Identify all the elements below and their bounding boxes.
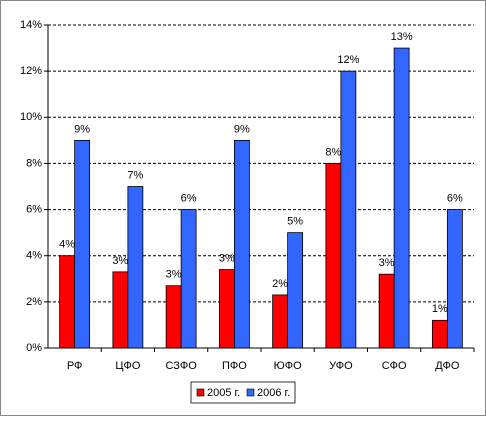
value-label: 3% <box>112 255 128 267</box>
bar <box>378 273 395 349</box>
bar <box>393 47 410 349</box>
value-label: 5% <box>287 216 303 228</box>
bar <box>218 269 235 349</box>
y-tick-label: 6% <box>26 203 42 215</box>
y-tick-label: 14% <box>20 19 42 31</box>
value-label: 3% <box>219 252 235 264</box>
bar <box>325 163 342 349</box>
y-tick-label: 0% <box>26 342 42 354</box>
bar <box>127 186 144 349</box>
value-label: 7% <box>127 169 143 181</box>
value-label: 12% <box>337 54 359 66</box>
x-tick-label: РФ <box>67 360 83 372</box>
bar <box>287 232 304 349</box>
bar <box>74 139 91 349</box>
y-tick-label: 10% <box>20 111 42 123</box>
x-tick-label: ДФО <box>435 360 460 372</box>
value-label: 1% <box>432 303 448 315</box>
bar <box>446 209 463 349</box>
y-tick-label: 4% <box>26 250 42 262</box>
bar <box>233 139 250 349</box>
x-tick-label: ЦФО <box>115 360 141 372</box>
value-label: 4% <box>59 239 75 251</box>
x-tick-label: СЗФО <box>165 360 197 372</box>
y-tick-label: 12% <box>20 65 42 77</box>
legend-label: 2006 г. <box>257 387 290 399</box>
bar <box>180 209 197 349</box>
legend-label: 2005 г. <box>207 387 240 399</box>
value-label: 2% <box>272 278 288 290</box>
value-label: 9% <box>234 123 250 135</box>
value-label: 8% <box>325 146 341 158</box>
x-tick-label: СФО <box>382 360 407 372</box>
bar <box>431 319 448 349</box>
x-tick-label: ЮФО <box>274 360 302 372</box>
y-tick-label: 8% <box>26 157 42 169</box>
bar <box>165 285 182 349</box>
value-label: 6% <box>181 192 197 204</box>
value-label: 3% <box>379 257 395 269</box>
legend-swatch <box>246 388 255 397</box>
bar <box>112 271 129 349</box>
value-label: 3% <box>166 269 182 281</box>
legend-box <box>190 381 296 404</box>
x-tick-label: ПФО <box>222 360 247 372</box>
legend-swatch <box>196 388 205 397</box>
bar <box>59 255 76 349</box>
value-label: 9% <box>74 123 90 135</box>
y-tick-label: 2% <box>26 296 42 308</box>
value-label: 13% <box>391 31 413 43</box>
value-label: 6% <box>447 192 463 204</box>
bar <box>272 294 289 349</box>
x-tick-label: УФО <box>329 360 353 372</box>
bar <box>340 70 357 349</box>
